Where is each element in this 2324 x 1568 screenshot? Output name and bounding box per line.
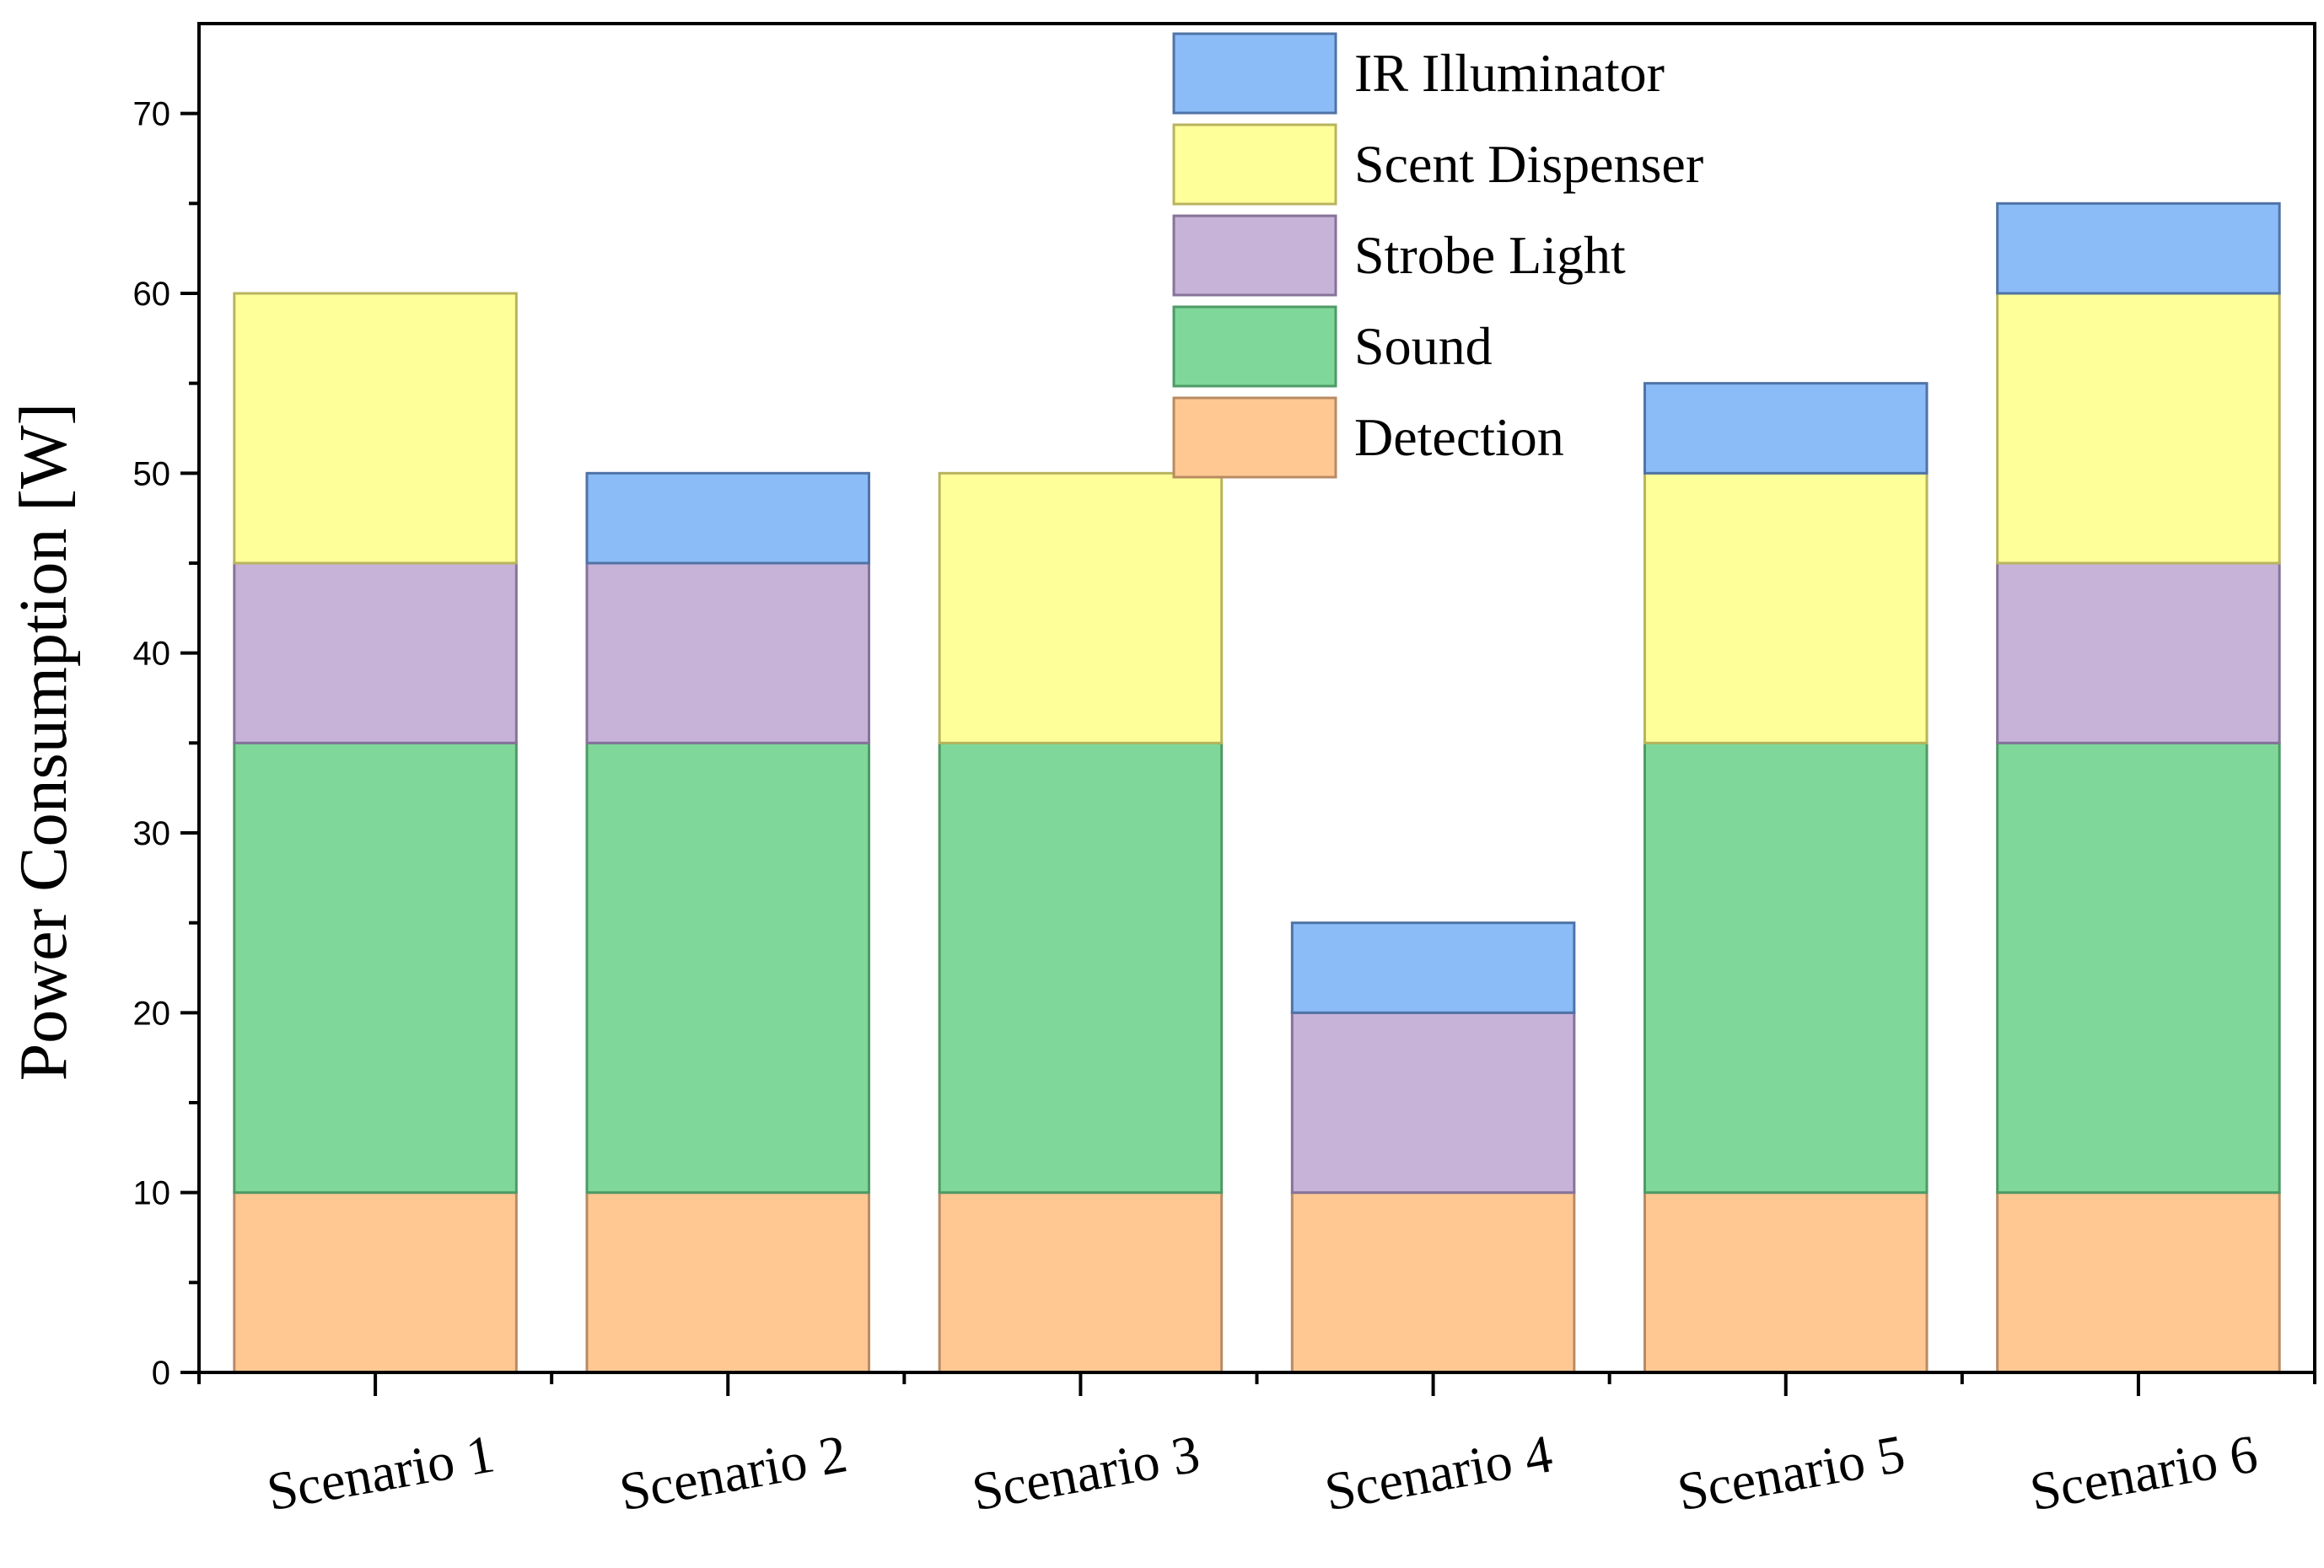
x-tick-label: Scenario 6 bbox=[2025, 1423, 2262, 1522]
legend: IR Illuminator Scent Dispenser Strobe Ligh… bbox=[1172, 32, 1703, 479]
bar-ir-illuminator-6 bbox=[1996, 201, 2281, 295]
bar-detection-2 bbox=[585, 1191, 871, 1374]
y-tick-label: 60 bbox=[133, 276, 171, 313]
bar-detection-3 bbox=[938, 1191, 1224, 1374]
legend-label-sound: Sound bbox=[1354, 316, 1493, 376]
bar-detection-4 bbox=[1290, 1191, 1576, 1374]
bar-scent-dispenser-5 bbox=[1643, 471, 1929, 744]
x-ticks-layer: Scenario 1 Scenario 2 Scenario 3 Scenario 4… bbox=[197, 1372, 2316, 1522]
bar-detection-1 bbox=[233, 1191, 518, 1374]
y-tick-label: 70 bbox=[133, 96, 171, 133]
bar-sound-3 bbox=[938, 741, 1224, 1195]
bar-sound-2 bbox=[585, 741, 871, 1195]
bar-scent-dispenser-1 bbox=[233, 292, 518, 565]
bars-layer bbox=[233, 201, 2281, 1374]
bar-ir-illuminator-4 bbox=[1290, 921, 1576, 1014]
y-tick-label: 30 bbox=[133, 815, 171, 852]
legend-label-scent-dispenser: Scent Dispenser bbox=[1354, 134, 1703, 194]
x-tick-label: Scenario 4 bbox=[1321, 1423, 1557, 1522]
bar-scent-dispenser-6 bbox=[1996, 292, 2281, 565]
bar-strobe-light-1 bbox=[233, 561, 518, 744]
bar-ir-illuminator-5 bbox=[1643, 382, 1929, 475]
x-tick-label: Scenario 3 bbox=[968, 1423, 1204, 1522]
bar-ir-illuminator-2 bbox=[585, 471, 871, 565]
bar-strobe-light-6 bbox=[1996, 561, 2281, 744]
y-axis-title: Power Consumption [W] bbox=[7, 403, 81, 1081]
y-tick-label: 10 bbox=[133, 1175, 171, 1212]
y-ticks-layer: 0 10 20 30 40 50 60 70 bbox=[133, 96, 199, 1392]
bar-strobe-light-2 bbox=[585, 561, 871, 744]
legend-swatch-ir-illuminator bbox=[1172, 32, 1337, 115]
x-tick-label: Scenario 1 bbox=[262, 1423, 498, 1522]
y-tick-label: 0 bbox=[152, 1355, 170, 1392]
legend-label-ir-illuminator: IR Illuminator bbox=[1354, 43, 1665, 103]
x-tick-label: Scenario 5 bbox=[1673, 1423, 1909, 1522]
legend-label-strobe-light: Strobe Light bbox=[1354, 225, 1626, 285]
legend-swatch-detection bbox=[1172, 396, 1337, 479]
bar-detection-5 bbox=[1643, 1191, 1929, 1374]
legend-swatch-scent-dispenser bbox=[1172, 123, 1337, 206]
bar-sound-1 bbox=[233, 741, 518, 1195]
bar-strobe-light-4 bbox=[1290, 1011, 1576, 1195]
legend-swatch-strobe-light bbox=[1172, 214, 1337, 297]
bar-sound-6 bbox=[1996, 741, 2281, 1195]
y-tick-label: 20 bbox=[133, 995, 171, 1032]
x-tick-label: Scenario 2 bbox=[615, 1423, 851, 1522]
legend-swatch-sound bbox=[1172, 305, 1337, 388]
bar-detection-6 bbox=[1996, 1191, 2281, 1374]
bar-sound-5 bbox=[1643, 741, 1929, 1195]
y-tick-label: 50 bbox=[133, 455, 171, 492]
bar-scent-dispenser-3 bbox=[938, 471, 1224, 744]
legend-label-detection: Detection bbox=[1354, 407, 1564, 467]
y-tick-label: 40 bbox=[133, 636, 171, 673]
